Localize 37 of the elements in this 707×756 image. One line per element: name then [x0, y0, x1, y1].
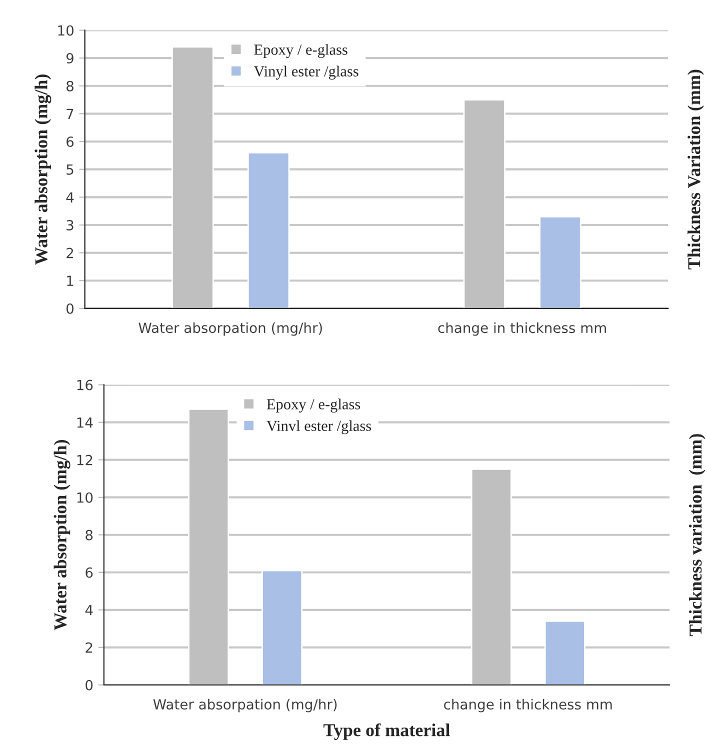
y-tick-label: 8	[86, 530, 93, 540]
y2-axis-title: Thickness Variation (mm)	[688, 70, 704, 270]
y-tick-label: 12	[77, 454, 92, 466]
y-tick-label: 0	[86, 680, 93, 690]
y-axis-title: Water absorption (mg/h)	[34, 74, 52, 265]
y-tick-label: 2	[86, 642, 92, 653]
y-tick-label: 8	[66, 80, 74, 92]
y-tick-label: 3	[66, 220, 74, 230]
y-tick-label: 4	[85, 605, 93, 616]
x-tick-label: change in thickness mm	[444, 698, 612, 712]
x-tick-label: change in thickness mm	[438, 322, 606, 336]
y-tick-label: 2	[66, 248, 74, 258]
bar	[262, 570, 303, 685]
y-tick-label: 4	[66, 192, 74, 202]
x-tick-label: Water absorpation (mg/hr)	[153, 698, 337, 712]
y2-axis-title: Thickness variation (mm)	[688, 434, 706, 636]
y-tick-label: 1	[67, 276, 74, 286]
y-tick-label: 0	[66, 303, 74, 314]
y-tick-label: 6	[86, 567, 93, 578]
legend-label: Epoxy / e-glass	[266, 398, 360, 413]
y-tick-label: 14	[77, 417, 93, 428]
y-tick-label: 5	[66, 164, 74, 175]
bar	[544, 620, 586, 685]
y-tick-label: 10	[77, 492, 93, 503]
y-tick-label: 9	[66, 53, 74, 64]
x-axis-title: Type of material	[323, 723, 450, 740]
legend-label: Vinvl ester /glass	[266, 420, 372, 434]
legend-label: Vinyl ester /glass	[254, 66, 358, 80]
y-tick-label: 16	[77, 380, 93, 390]
x-tick-label: Water absorpation (mg/hr)	[138, 322, 322, 336]
y-axis-title: Water absorption (mg/h)	[54, 440, 70, 630]
y-tick-label: 10	[58, 25, 74, 36]
legend-label: Epoxy / e-glass	[254, 44, 348, 58]
y-tick-label: 7	[66, 108, 74, 119]
y-tick-label: 6	[66, 136, 74, 147]
bar	[247, 152, 290, 308]
bar	[539, 216, 582, 308]
